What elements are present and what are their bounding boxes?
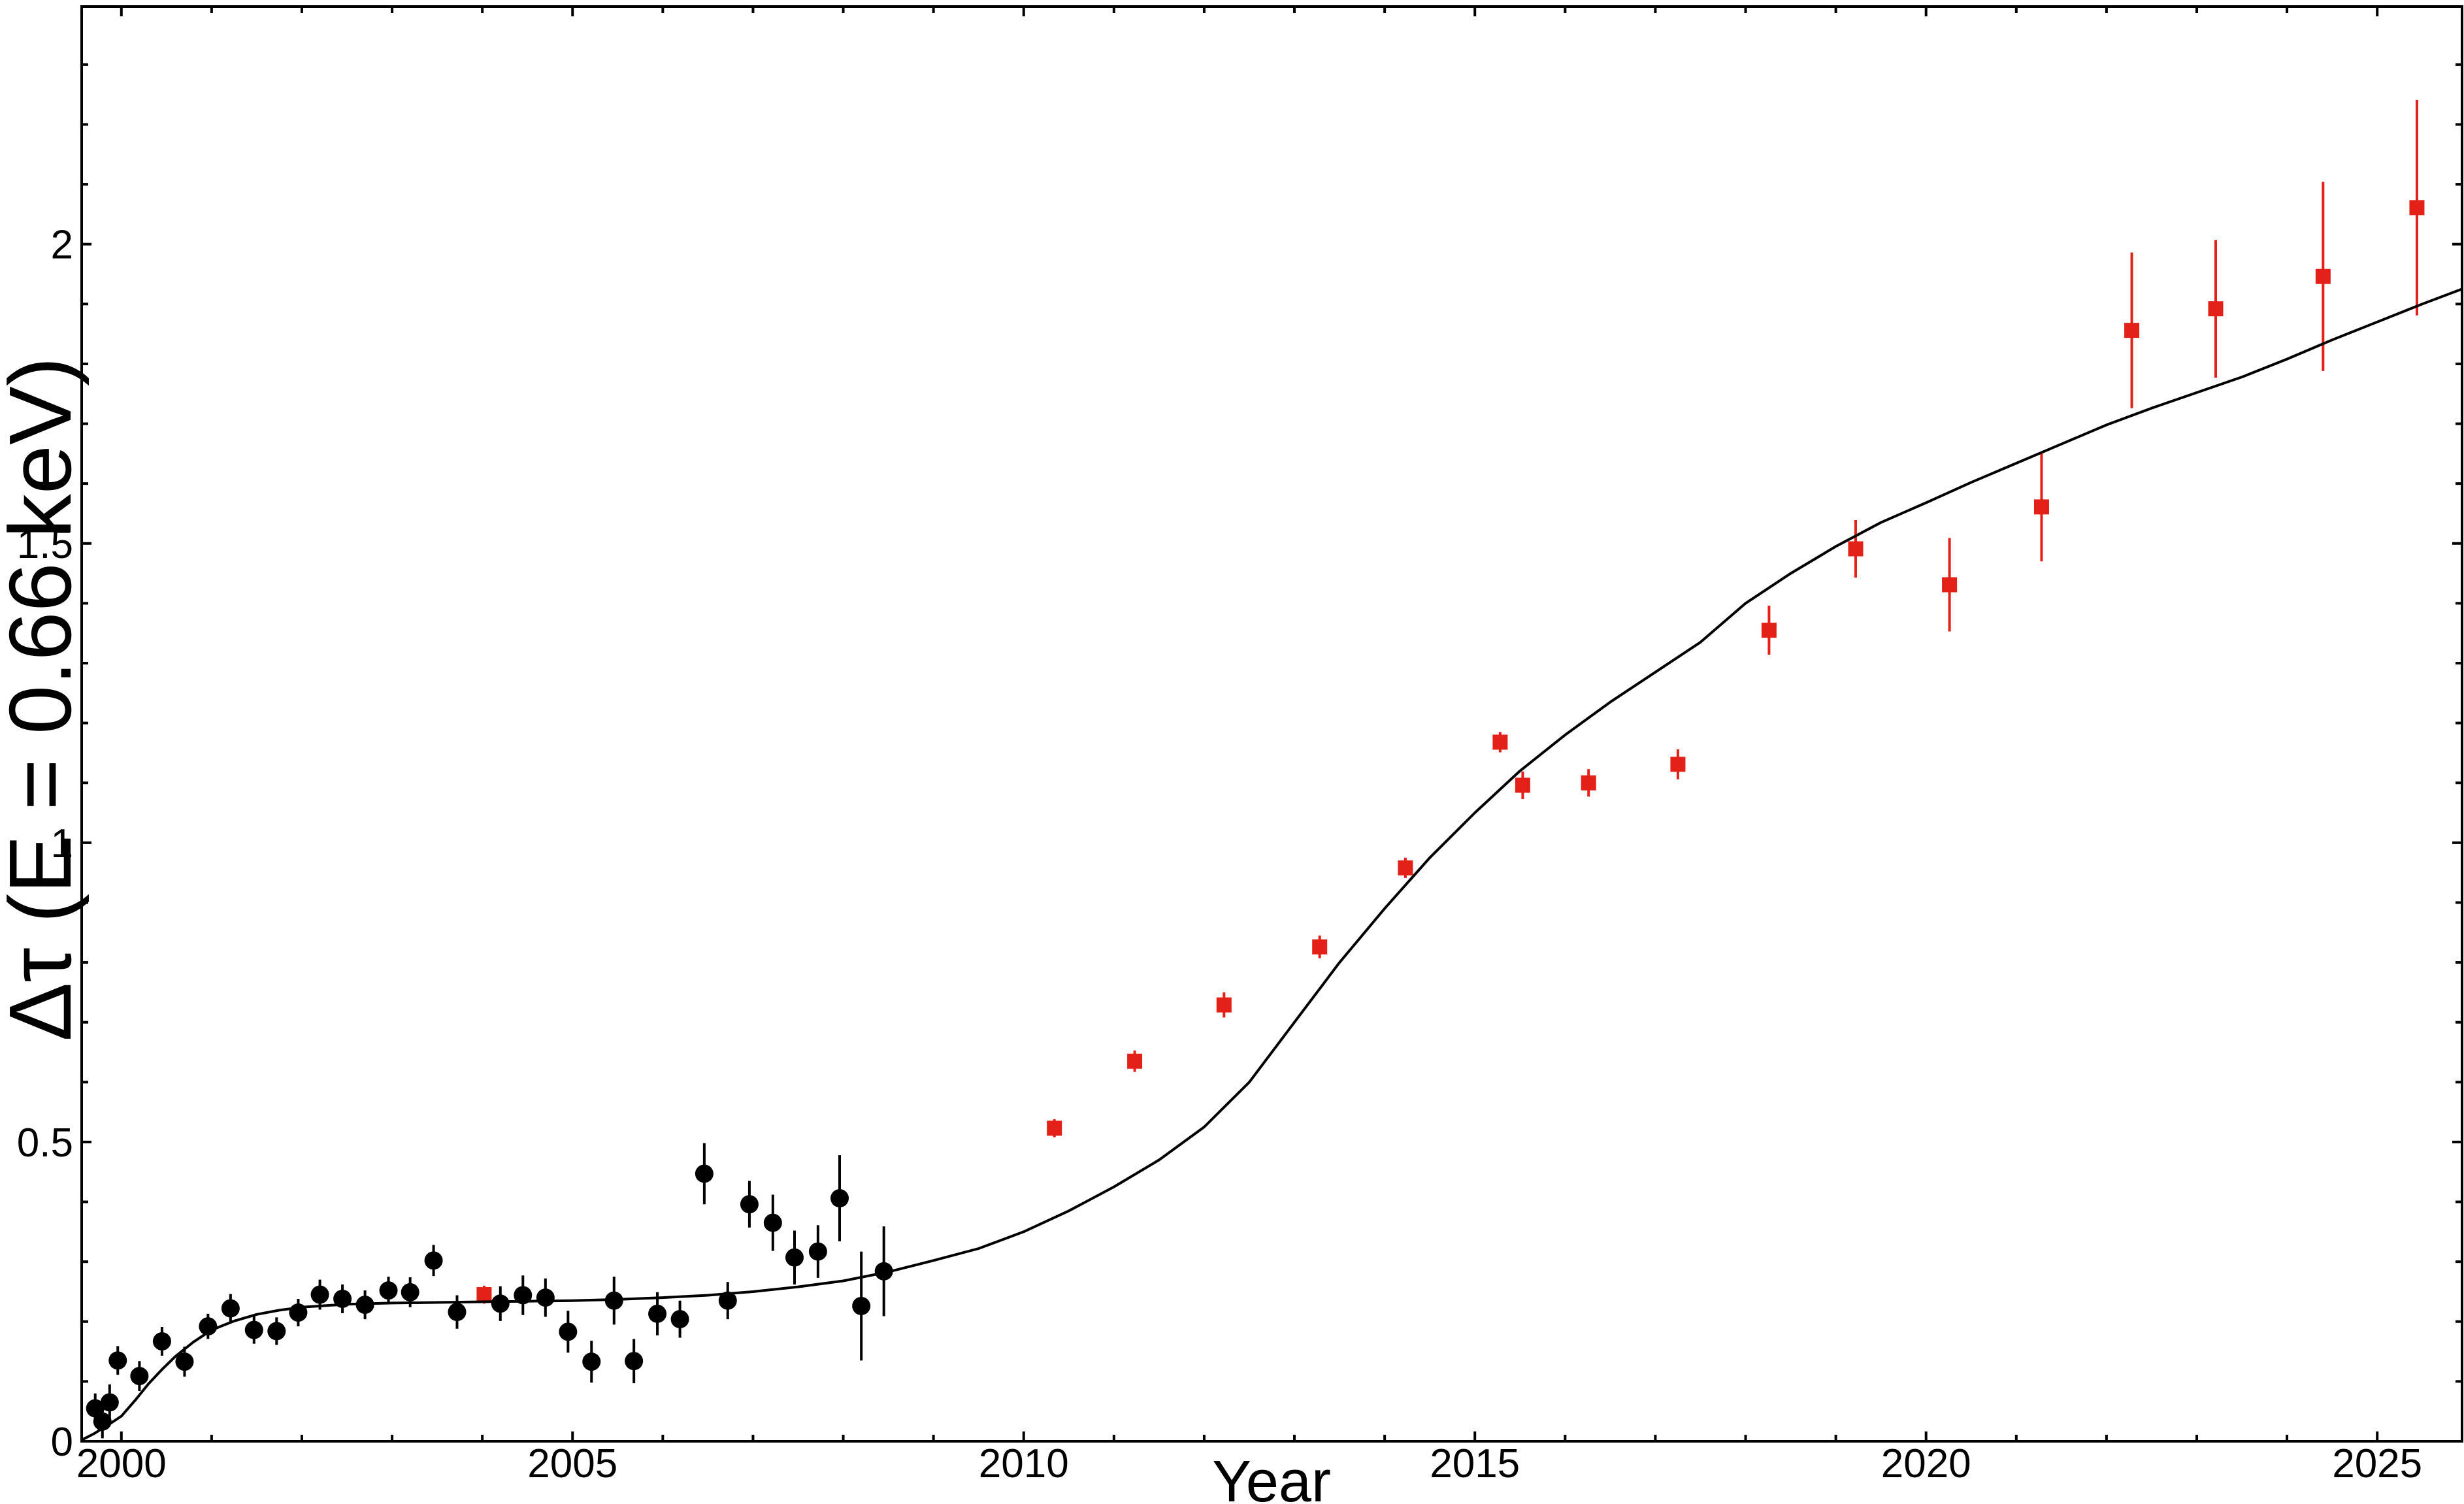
- black-circle-data-point: [221, 1299, 240, 1318]
- red-square-data-point: [1515, 777, 1530, 793]
- black-circle-data-point: [108, 1351, 127, 1370]
- red-square-data-point: [2124, 323, 2140, 338]
- black-circle-data-point: [379, 1281, 398, 1300]
- red-square-data-point: [1492, 734, 1508, 750]
- x-tick-label: 2000: [76, 1441, 167, 1486]
- red-square-data-point: [1581, 775, 1596, 791]
- black-circle-data-point: [536, 1288, 555, 1307]
- red-square-data-point: [1942, 577, 1958, 593]
- black-circle-data-point: [718, 1291, 737, 1310]
- red-square-data-point: [1127, 1053, 1143, 1069]
- black-circle-data-point: [424, 1251, 443, 1270]
- black-circle-data-point: [763, 1213, 782, 1232]
- red-square-data-point: [1216, 997, 1232, 1013]
- black-circle-data-point: [514, 1286, 533, 1305]
- x-tick-label: 2010: [979, 1441, 1069, 1486]
- red-square-data-point: [1761, 623, 1777, 638]
- black-circle-data-point: [695, 1164, 714, 1183]
- black-circle-data-point: [852, 1296, 871, 1315]
- black-circle-data-point: [267, 1322, 286, 1341]
- black-circle-data-point: [130, 1367, 149, 1386]
- y-axis-title: Δτ (E = 0.66 keV): [0, 357, 90, 1041]
- black-circle-data-point: [808, 1242, 827, 1261]
- red-square-data-point: [1047, 1120, 1062, 1136]
- red-square-data-point: [2033, 499, 2049, 515]
- black-circle-data-point: [582, 1352, 601, 1371]
- red-square-data-point: [476, 1287, 492, 1303]
- red-square-data-point: [2315, 269, 2331, 284]
- x-tick-label: 2020: [1881, 1441, 1971, 1486]
- red-square-data-point: [2409, 200, 2425, 216]
- y-tick-label: 2: [51, 223, 73, 268]
- x-axis-title: Year: [1212, 1449, 1331, 1504]
- red-square-data-point: [1312, 939, 1328, 955]
- black-circle-data-point: [401, 1283, 419, 1301]
- black-circle-data-point: [670, 1310, 689, 1329]
- black-circle-data-point: [625, 1352, 644, 1371]
- y-tick-label: 0.5: [17, 1120, 73, 1166]
- black-circle-data-point: [785, 1248, 804, 1267]
- y-tick-label: 1.5: [17, 522, 73, 567]
- black-circle-data-point: [491, 1294, 510, 1313]
- black-circle-data-point: [448, 1303, 467, 1322]
- black-circle-data-point: [874, 1262, 893, 1281]
- y-tick-label: 1: [51, 821, 73, 866]
- red-square-data-point: [1848, 541, 1864, 557]
- plot-frame: [80, 5, 2463, 1443]
- x-tick-label: 2025: [2332, 1441, 2422, 1486]
- x-tick-label: 2005: [527, 1441, 617, 1486]
- red-square-data-point: [1670, 757, 1686, 772]
- black-circle-data-point: [100, 1393, 119, 1412]
- black-circle-data-point: [152, 1332, 171, 1351]
- red-square-data-point: [2208, 301, 2224, 317]
- black-circle-data-point: [648, 1304, 667, 1323]
- black-circle-data-point: [559, 1322, 578, 1341]
- black-circle-data-point: [740, 1195, 759, 1214]
- black-circle-data-point: [310, 1285, 329, 1304]
- black-circle-data-point: [244, 1320, 263, 1339]
- red-square-data-point: [1398, 860, 1413, 875]
- model-curve: [81, 287, 2463, 1441]
- black-circle-data-point: [830, 1189, 849, 1208]
- x-tick-label: 2015: [1430, 1441, 1520, 1486]
- black-circle-data-point: [175, 1352, 194, 1371]
- y-tick-label: 0: [51, 1420, 73, 1465]
